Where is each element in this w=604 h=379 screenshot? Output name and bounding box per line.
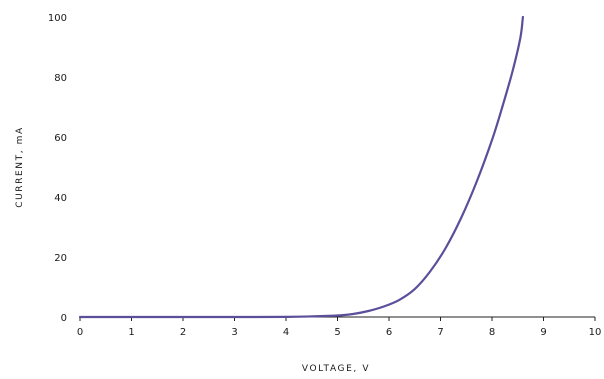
x-axis-label: VOLTAGE, V bbox=[302, 364, 370, 374]
x-tick-label: 6 bbox=[386, 327, 392, 338]
y-tick-label: 60 bbox=[54, 133, 67, 144]
x-tick-label: 0 bbox=[77, 327, 83, 338]
x-tick-label: 8 bbox=[489, 327, 495, 338]
x-tick-label: 1 bbox=[128, 327, 134, 338]
x-tick-label: 7 bbox=[437, 327, 443, 338]
y-axis-label: CURRENT, mA bbox=[15, 126, 25, 208]
series-line-0 bbox=[78, 15, 524, 319]
x-tick-label: 10 bbox=[589, 327, 602, 338]
y-tick-label: 20 bbox=[54, 253, 67, 264]
series-layer bbox=[78, 15, 524, 319]
x-tick-label: 5 bbox=[334, 327, 340, 338]
x-tick-label: 4 bbox=[283, 327, 289, 338]
y-tick-label: 0 bbox=[61, 313, 67, 324]
y-tick-label: 40 bbox=[54, 193, 67, 204]
x-tick-label: 3 bbox=[231, 327, 237, 338]
y-tick-label: 100 bbox=[48, 13, 67, 24]
y-tick-label: 80 bbox=[54, 73, 67, 84]
x-tick-label: 2 bbox=[180, 327, 186, 338]
axis-labels: CURRENT, mA VOLTAGE, V bbox=[15, 126, 370, 374]
x-tick-label: 9 bbox=[540, 327, 546, 338]
